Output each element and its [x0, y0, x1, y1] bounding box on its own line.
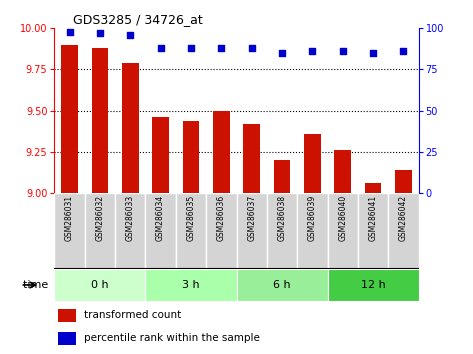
Bar [236, 269, 327, 301]
Bar [236, 193, 267, 269]
Text: GSM286039: GSM286039 [308, 195, 317, 241]
Bar [152, 117, 169, 193]
Point [218, 45, 225, 51]
Bar [304, 134, 321, 193]
Bar [365, 183, 381, 193]
Bar [206, 193, 236, 269]
Bar [183, 120, 199, 193]
Bar [327, 193, 358, 269]
Point [66, 29, 73, 34]
Text: GSM286042: GSM286042 [399, 195, 408, 241]
Bar [85, 193, 115, 269]
Text: GSM286035: GSM286035 [186, 195, 195, 241]
Bar [61, 45, 78, 193]
Text: GSM286038: GSM286038 [278, 195, 287, 241]
Point [369, 50, 377, 56]
Point [126, 32, 134, 38]
Point [308, 48, 316, 54]
Bar [297, 193, 327, 269]
Point [339, 48, 347, 54]
Bar [395, 170, 412, 193]
Text: 6 h: 6 h [273, 280, 291, 290]
Text: GSM286033: GSM286033 [126, 195, 135, 241]
Bar [115, 193, 146, 269]
Point [157, 45, 165, 51]
Point [96, 30, 104, 36]
Bar [176, 193, 206, 269]
Bar [358, 193, 388, 269]
Point [400, 48, 407, 54]
Bar [327, 269, 419, 301]
Point [278, 50, 286, 56]
Text: percentile rank within the sample: percentile rank within the sample [84, 333, 259, 343]
Bar [274, 160, 290, 193]
Bar [54, 193, 85, 269]
Bar [267, 193, 297, 269]
Bar [243, 124, 260, 193]
Text: GSM286037: GSM286037 [247, 195, 256, 241]
Bar [334, 150, 351, 193]
Bar [58, 332, 76, 345]
Bar [92, 48, 108, 193]
Text: GSM286040: GSM286040 [338, 195, 347, 241]
Text: GSM286034: GSM286034 [156, 195, 165, 241]
Text: GDS3285 / 34726_at: GDS3285 / 34726_at [73, 13, 202, 26]
Text: GSM286031: GSM286031 [65, 195, 74, 241]
Text: 0 h: 0 h [91, 280, 109, 290]
Bar [58, 309, 76, 321]
Bar [145, 269, 236, 301]
Text: time: time [23, 280, 52, 290]
Text: 3 h: 3 h [182, 280, 200, 290]
Text: GSM286032: GSM286032 [96, 195, 105, 241]
Text: 12 h: 12 h [361, 280, 385, 290]
Bar [213, 111, 230, 193]
Point [248, 45, 255, 51]
Bar [388, 193, 419, 269]
Point [187, 45, 195, 51]
Text: transformed count: transformed count [84, 310, 181, 320]
Text: GSM286036: GSM286036 [217, 195, 226, 241]
Text: GSM286041: GSM286041 [368, 195, 377, 241]
Bar [122, 63, 139, 193]
Bar [145, 193, 176, 269]
Bar [54, 269, 146, 301]
